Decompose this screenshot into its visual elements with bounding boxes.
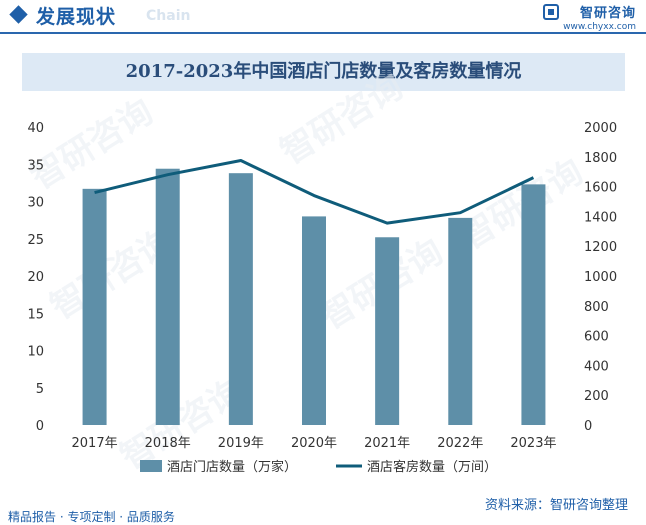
bar <box>302 216 326 425</box>
y-right-tick-label: 600 <box>584 330 609 345</box>
y-left-tick-label: 10 <box>27 345 44 360</box>
footer-tagline: 精品报告 · 专项定制 · 品质服务 <box>8 510 175 524</box>
brand-url: www.chyxx.com <box>563 22 636 32</box>
brand-name: 智研咨询 <box>579 6 636 21</box>
legend-bar-label: 酒店门店数量（万家） <box>167 459 297 475</box>
section-title: 发展现状 <box>36 6 117 28</box>
chart-title: 2017-2023年中国酒店门店数量及客房数量情况 <box>125 61 522 82</box>
x-tick-label: 2018年 <box>145 436 191 451</box>
y-right-tick-label: 1800 <box>584 151 617 166</box>
y-right-tick-label: 200 <box>584 389 609 404</box>
x-tick-label: 2021年 <box>364 436 410 451</box>
y-right-tick-label: 1400 <box>584 210 617 225</box>
y-right-tick-label: 2000 <box>584 121 617 136</box>
bar <box>155 168 180 425</box>
header: 发展现状 Chain 智研咨询 www.chyxx.com <box>0 0 646 34</box>
y-left-tick-label: 20 <box>27 270 44 285</box>
line-series <box>94 159 535 225</box>
legend-bar-swatch <box>140 460 162 472</box>
x-tick-label: 2022年 <box>437 436 483 451</box>
data-source: 资料来源：智研咨询整理 <box>484 498 628 513</box>
y-right-tick-label: 800 <box>584 300 609 315</box>
watermark-text: 智研咨询 <box>274 67 411 173</box>
y-left-tick-label: 35 <box>27 158 44 173</box>
bar <box>82 188 107 425</box>
brand-logo-icon <box>543 4 560 20</box>
y-left-tick-label: 40 <box>27 121 44 136</box>
y-right-tick-label: 1200 <box>584 240 617 255</box>
y-left-tick-label: 30 <box>27 196 44 211</box>
section-subtitle: Chain <box>146 8 191 24</box>
chart-title-band: 2017-2023年中国酒店门店数量及客房数量情况 <box>22 53 625 91</box>
bar <box>228 173 253 425</box>
x-tick-label: 2023年 <box>510 436 556 451</box>
y-right-tick-label: 400 <box>584 359 609 374</box>
y-right-tick-label: 1600 <box>584 181 617 196</box>
bar <box>375 237 400 425</box>
y-right-tick-label: 1000 <box>584 270 617 285</box>
x-tick-label: 2019年 <box>218 436 264 451</box>
y-left-tick-label: 0 <box>36 419 44 434</box>
brand: 智研咨询 www.chyxx.com <box>543 2 636 32</box>
y-left-tick-label: 25 <box>27 233 44 248</box>
legend-line-label: 酒店客房数量（万间） <box>367 459 497 475</box>
x-tick-label: 2017年 <box>72 436 118 451</box>
bar <box>448 217 473 425</box>
header-divider <box>0 32 646 34</box>
x-tick-label: 2020年 <box>291 436 337 451</box>
y-left-tick-label: 5 <box>36 382 44 397</box>
y-left-tick-label: 15 <box>27 307 44 322</box>
bar <box>521 184 546 425</box>
y-right-tick-label: 0 <box>584 419 592 434</box>
